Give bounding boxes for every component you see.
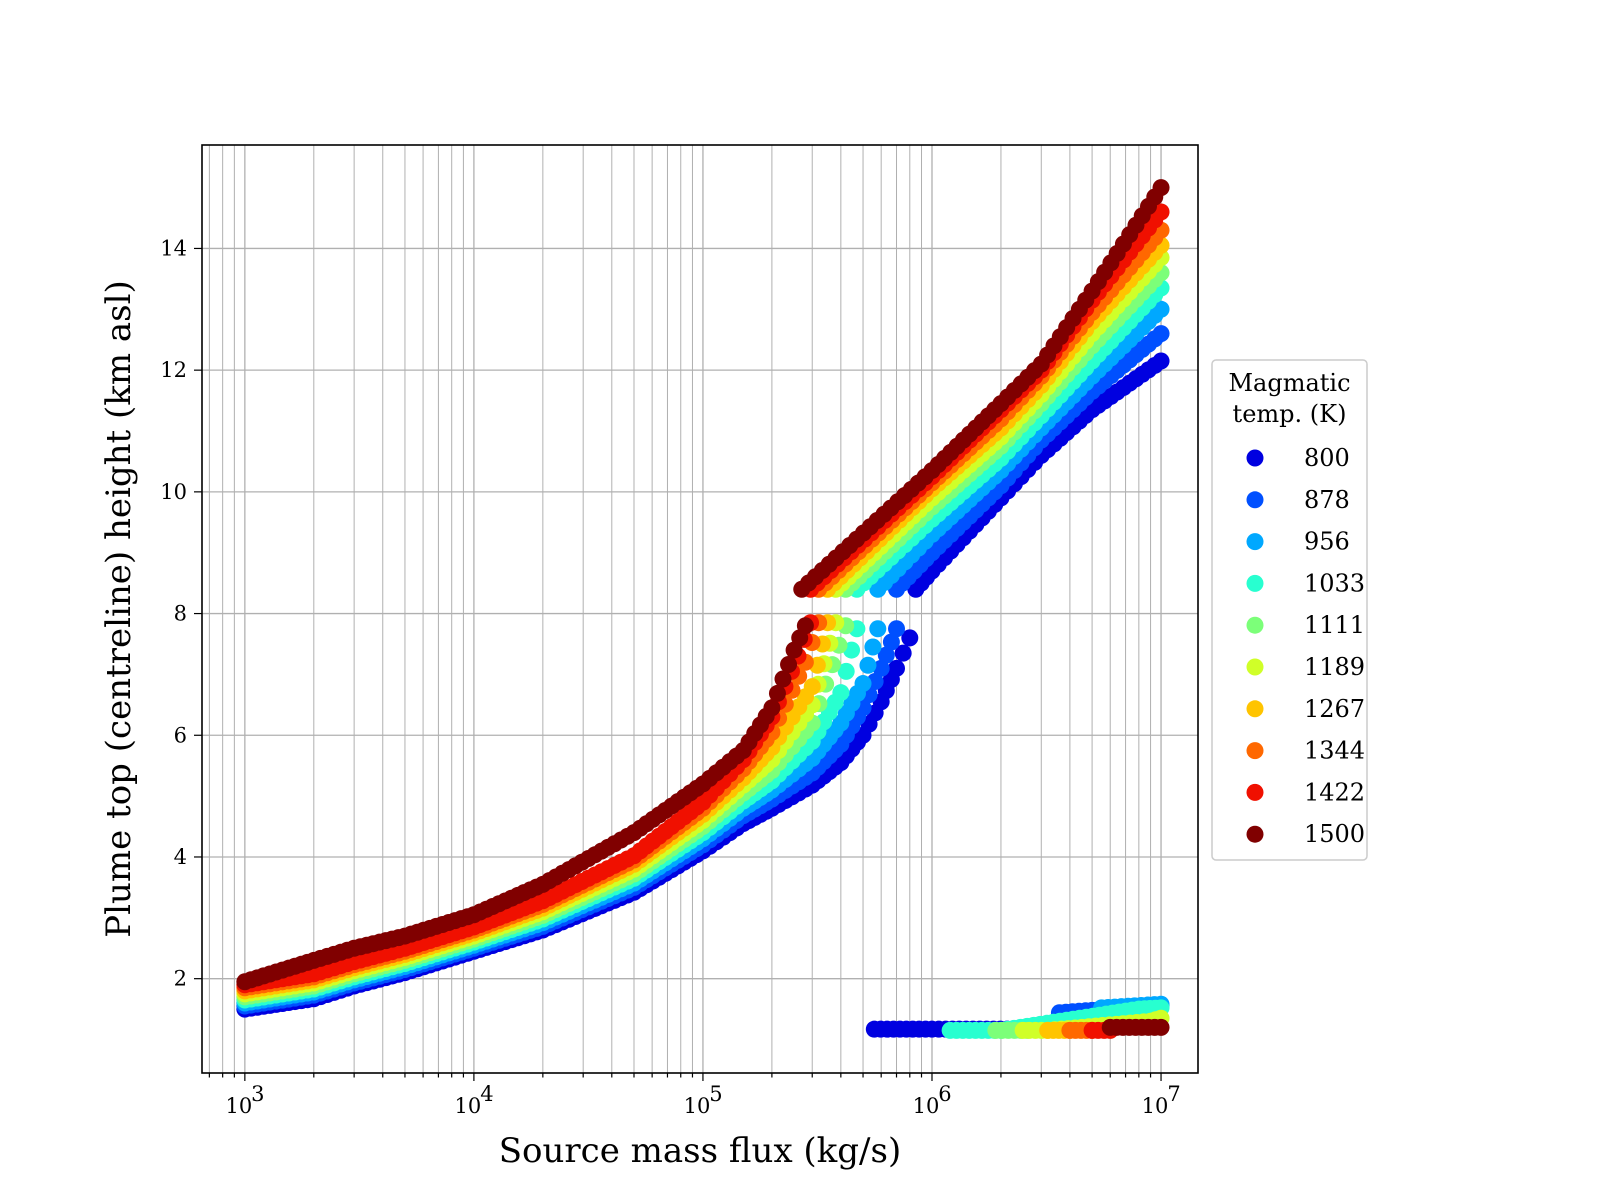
legend-marker [1246, 658, 1264, 676]
legend-marker [1246, 533, 1264, 551]
data-point [894, 644, 912, 662]
legend-entry-1344: 1344 [1246, 737, 1365, 765]
x-tick-label-base: 10 [225, 1094, 252, 1118]
x-tick-label-exponent: 7 [1167, 1082, 1180, 1106]
data-point [859, 656, 877, 674]
legend-marker [1246, 449, 1264, 467]
legend: Magmatic temp. (K) 800 878 956 1033 1111 1189… [1211, 359, 1368, 861]
data-point [854, 675, 872, 693]
legend-entry-1500: 1500 [1246, 820, 1365, 848]
x-tick-label-exponent: 4 [480, 1082, 493, 1106]
legend-entry-1033: 1033 [1246, 569, 1365, 597]
x-tick-label-base: 10 [684, 1094, 711, 1118]
data-point [872, 659, 890, 677]
scatter-points [236, 179, 1170, 1039]
x-tick-label: 104 [455, 1082, 494, 1118]
data-point [763, 699, 781, 717]
y-tick-label: 8 [174, 602, 187, 626]
legend-label: 1500 [1304, 820, 1365, 848]
data-point [774, 670, 792, 688]
legend-marker [1246, 574, 1264, 592]
legend-entry-1189: 1189 [1246, 653, 1365, 681]
legend-label: 1033 [1304, 569, 1365, 597]
y-tick-label: 2 [174, 967, 187, 991]
data-point [864, 638, 882, 656]
x-tick-label-base: 10 [913, 1094, 940, 1118]
data-point [1152, 300, 1170, 318]
legend-label: 800 [1304, 444, 1350, 472]
legend-marker [1246, 742, 1264, 760]
data-point [803, 678, 821, 696]
data-point [1152, 325, 1170, 343]
legend-marker [1246, 616, 1264, 634]
y-axis-label: Plume top (centreline) height (km asl) [99, 280, 139, 938]
legend-title-line-1: Magmatic [1228, 369, 1350, 397]
series-1500 [236, 179, 1170, 1036]
x-tick-label: 106 [913, 1082, 952, 1118]
x-tick-label-base: 10 [455, 1094, 482, 1118]
legend-marker [1246, 491, 1264, 509]
y-tick-label: 14 [160, 236, 187, 260]
x-tick-label-base: 10 [1142, 1094, 1169, 1118]
data-point [882, 633, 900, 651]
legend-entry-1111: 1111 [1246, 611, 1365, 639]
data-point [888, 659, 906, 677]
x-tick-label-exponent: 5 [709, 1082, 722, 1106]
legend-entry-1267: 1267 [1246, 695, 1365, 723]
y-tick-label: 10 [160, 480, 187, 504]
y-tick-label: 4 [174, 845, 187, 869]
legend-title-line-2: temp. (K) [1233, 400, 1347, 428]
legend-entries: 800 878 956 1033 1111 1189 1267 1344 1422 1500 [1246, 444, 1365, 848]
legend-marker [1246, 825, 1264, 843]
legend-label: 1344 [1304, 737, 1365, 765]
x-tick-label-exponent: 3 [251, 1082, 264, 1106]
legend-label: 956 [1304, 528, 1350, 556]
legend-marker [1246, 700, 1264, 718]
x-tick-label: 105 [684, 1082, 723, 1118]
legend-entry-800: 800 [1246, 444, 1350, 472]
data-point [768, 684, 786, 702]
data-point [1152, 179, 1170, 197]
y-tick-labels: 2 4 6 8 10 12 14 [160, 236, 187, 990]
legend-marker [1246, 783, 1264, 801]
legend-label: 878 [1304, 486, 1350, 514]
legend-entry-956: 956 [1246, 528, 1350, 556]
data-point [869, 620, 887, 638]
y-tick-label: 6 [174, 723, 187, 747]
x-tick-label: 107 [1142, 1082, 1181, 1118]
legend-label: 1422 [1304, 778, 1365, 806]
legend-label: 1267 [1304, 695, 1365, 723]
data-point [780, 656, 798, 674]
data-point [796, 617, 814, 635]
y-tick-label: 12 [160, 358, 187, 382]
legend-label: 1189 [1304, 653, 1365, 681]
plot-frame [201, 144, 1199, 1074]
x-tick-labels: 103 104 105 106 107 [225, 1082, 1180, 1118]
axis-ticks [194, 247, 1162, 1081]
data-point [1152, 1018, 1170, 1036]
legend-entry-878: 878 [1246, 486, 1350, 514]
legend-entry-1422: 1422 [1246, 778, 1365, 806]
legend-box [1211, 359, 1368, 861]
x-tick-label: 103 [225, 1082, 264, 1118]
data-point [901, 629, 919, 647]
x-axis-label: Source mass flux (kg/s) [499, 1131, 901, 1171]
legend-label: 1111 [1304, 611, 1365, 639]
data-point [837, 662, 855, 680]
x-tick-label-exponent: 6 [938, 1082, 951, 1106]
data-point [877, 646, 895, 664]
data-point [832, 684, 850, 702]
data-point [1152, 352, 1170, 370]
data-point [888, 620, 906, 638]
